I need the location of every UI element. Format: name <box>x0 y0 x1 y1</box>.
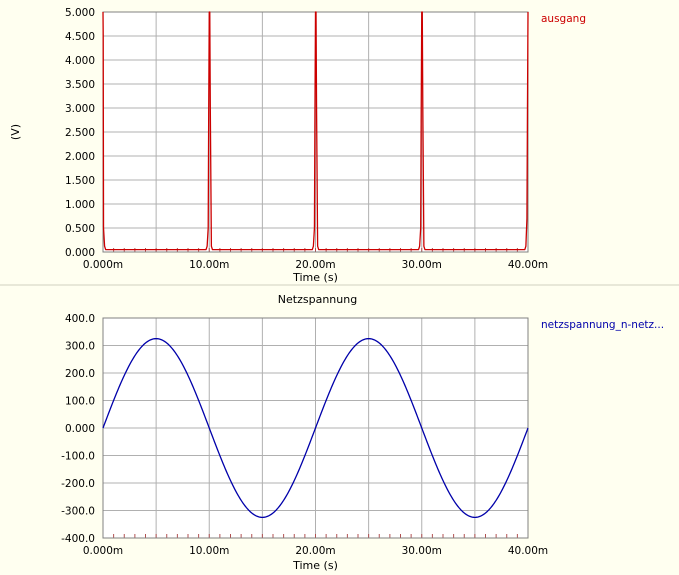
y-tick-label: 0.000 <box>65 247 95 259</box>
x-tick-label: 10.00m <box>189 545 229 557</box>
legend-entry: ausgang <box>541 13 586 25</box>
chart-title: Netzspannung <box>278 293 357 306</box>
y-tick-label: 4.000 <box>65 55 95 67</box>
x-tick-label: 20.00m <box>295 259 335 271</box>
y-tick-label: 200.0 <box>65 368 95 380</box>
y-tick-label: 0.500 <box>65 223 95 235</box>
x-tick-label: 40.00m <box>508 259 548 271</box>
x-axis-label: Time (s) <box>292 271 338 284</box>
chart-ausgang: 0.000 0.500 1.000 1.500 2.000 2.500 3.000 3.500… <box>9 7 586 284</box>
x-axis-label: Time (s) <box>292 559 338 572</box>
x-tick-label: 10.00m <box>189 259 229 271</box>
legend-entry: netzspannung_n-netz... <box>541 319 664 331</box>
y-tick-label: -400.0 <box>61 533 95 545</box>
chart-netzspannung: -400.0 -300.0 -200.0 -100.0 0.000 100.0 200.0 3… <box>61 293 664 572</box>
y-tick-label: 2.000 <box>65 151 95 163</box>
y-tick-label: 1.500 <box>65 175 95 187</box>
y-tick-label: 5.000 <box>65 7 95 19</box>
x-tick-label: 30.00m <box>402 259 442 271</box>
y-tick-label: 100.0 <box>65 396 95 408</box>
y-tick-label: 400.0 <box>65 313 95 325</box>
y-tick-label: 1.000 <box>65 199 95 211</box>
y-tick-label: 300.0 <box>65 341 95 353</box>
x-tick-label: 20.00m <box>295 545 335 557</box>
y-tick-label: 0.000 <box>65 423 95 435</box>
series-line-ausgang <box>102 11 529 251</box>
y-axis-label: (V) <box>9 124 22 140</box>
x-tick-label: 40.00m <box>508 545 548 557</box>
y-tick-label: 3.500 <box>65 79 95 91</box>
y-tick-label: 2.500 <box>65 127 95 139</box>
x-tick-label: 30.00m <box>402 545 442 557</box>
series-line-netzspannung-n-netz- <box>102 337 529 519</box>
y-tick-label: -100.0 <box>61 451 95 463</box>
y-tick-label: 3.000 <box>65 103 95 115</box>
x-tick-label: 0.000m <box>83 545 123 557</box>
x-tick-label: 0.000m <box>83 259 123 271</box>
y-tick-label: 4.500 <box>65 31 95 43</box>
y-tick-label: -300.0 <box>61 506 95 518</box>
y-tick-label: -200.0 <box>61 478 95 490</box>
